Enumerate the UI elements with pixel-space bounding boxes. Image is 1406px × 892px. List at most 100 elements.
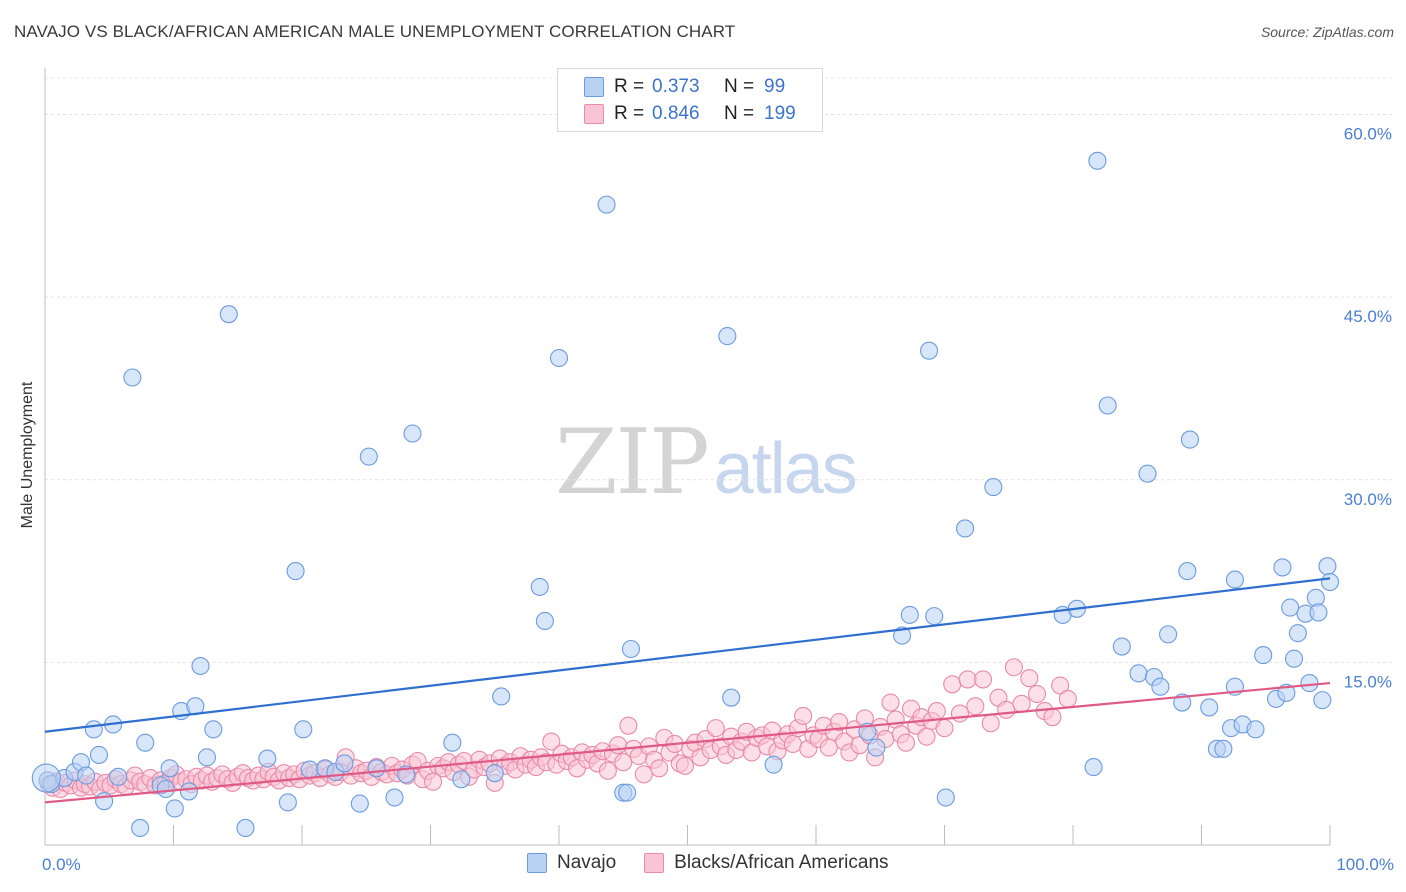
- black-data-point: [619, 716, 638, 735]
- black-data-point: [598, 761, 617, 780]
- source-label: Source: ZipAtlas.com: [1260, 24, 1394, 40]
- navajo-r-value: 0.373: [652, 76, 700, 97]
- black-data-point: [958, 670, 977, 689]
- black-r-value: 0.846: [652, 103, 700, 124]
- navajo-data-point: [179, 782, 198, 801]
- navajo-cluster-point: [31, 763, 61, 793]
- black-data-point: [650, 759, 669, 778]
- navajo-data-point: [984, 478, 1003, 497]
- navajo-data-point: [278, 793, 297, 812]
- black-data-point: [1020, 669, 1039, 688]
- navajo-data-point: [925, 607, 944, 626]
- navajo-data-point: [530, 577, 549, 596]
- navajo-data-point: [1254, 646, 1273, 665]
- navajo-data-point: [1200, 698, 1219, 717]
- navajo-data-point: [191, 656, 210, 676]
- navajo-data-point: [1300, 674, 1319, 693]
- navajo-data-point: [1173, 693, 1192, 712]
- correlation-legend: R = 0.373 N = 99 R = 0.846 N = 199: [557, 68, 823, 132]
- black-data-point: [675, 756, 694, 775]
- navajo-data-point: [1138, 464, 1157, 483]
- navajo-data-point: [1098, 396, 1117, 415]
- series-navajo-points: [31, 151, 1340, 838]
- black-data-point: [1004, 658, 1023, 677]
- navajo-data-point: [165, 799, 184, 818]
- navajo-data-point: [300, 760, 319, 779]
- navajo-data-point: [258, 749, 277, 768]
- navajo-data-point: [89, 745, 109, 764]
- navajo-data-point: [893, 626, 912, 645]
- black-data-point: [819, 738, 838, 757]
- black-data-point: [542, 732, 561, 751]
- black-r-label: R =: [614, 103, 645, 124]
- navajo-data-point: [1284, 649, 1304, 668]
- black-data-point: [783, 734, 802, 754]
- navajo-data-point: [197, 748, 216, 767]
- legend-item-black: Blacks/African Americans: [644, 852, 889, 874]
- zipatlas-watermark: ZIPatlas: [555, 410, 858, 515]
- navajo-data-point: [294, 720, 313, 739]
- y-tick-label: 30.0%: [1344, 490, 1392, 509]
- navajo-data-point: [1246, 720, 1265, 739]
- navajo-data-point: [1318, 557, 1337, 576]
- navajo-data-point: [131, 818, 150, 838]
- navajo-r-label: R =: [614, 76, 645, 97]
- black-data-point: [634, 765, 653, 784]
- legend-row-black: R = 0.846 N = 199: [584, 102, 796, 126]
- navajo-data-point: [597, 195, 616, 214]
- navajo-data-point: [109, 767, 128, 786]
- navajo-data-point: [443, 733, 462, 752]
- navajo-data-point: [1151, 677, 1170, 696]
- black-data-point: [1051, 676, 1070, 695]
- x-tick-label-start: 0.0%: [42, 855, 81, 874]
- legend-row-navajo: R = 0.373 N = 99: [584, 75, 785, 99]
- legend-navajo-swatch: [527, 853, 547, 873]
- navajo-data-point: [549, 348, 569, 368]
- watermark-atlas: atlas: [713, 429, 858, 509]
- navajo-data-point: [900, 605, 919, 624]
- navajo-data-point: [936, 788, 955, 807]
- navajo-data-point: [1084, 758, 1103, 777]
- black-data-point: [917, 727, 936, 746]
- black-data-point: [966, 697, 985, 716]
- navajo-data-point: [722, 688, 741, 707]
- navajo-data-point: [204, 720, 223, 739]
- navajo-swatch: [584, 77, 604, 97]
- navajo-data-point: [136, 733, 155, 752]
- navajo-data-point: [385, 788, 404, 807]
- navajo-data-point: [123, 368, 142, 387]
- navajo-data-point: [764, 755, 783, 774]
- navajo-data-point: [920, 341, 939, 360]
- trend-lines: [44, 577, 1331, 804]
- axes: [44, 68, 1331, 846]
- navajo-trend-line: [44, 577, 1331, 733]
- black-data-point: [1027, 684, 1047, 704]
- navajo-data-point: [621, 639, 641, 659]
- navajo-data-point: [77, 766, 96, 785]
- black-data-point: [973, 670, 993, 689]
- navajo-n-value: 99: [764, 76, 786, 97]
- navajo-data-point: [1281, 598, 1300, 617]
- black-data-point: [896, 733, 916, 752]
- navajo-data-point: [236, 818, 255, 838]
- chart-title: NAVAJO VS BLACK/AFRICAN AMERICAN MALE UN…: [14, 22, 736, 41]
- navajo-data-point: [1309, 603, 1328, 622]
- black-swatch: [584, 104, 604, 124]
- legend-item-navajo: Navajo: [527, 852, 616, 874]
- navajo-data-point: [867, 738, 886, 757]
- navajo-data-point: [403, 424, 422, 443]
- navajo-data-point: [1129, 664, 1148, 683]
- black-data-point: [609, 736, 628, 755]
- navajo-data-point: [95, 792, 114, 811]
- navajo-data-point: [1320, 572, 1340, 592]
- navajo-data-point: [286, 562, 305, 581]
- navajo-data-point: [1313, 691, 1332, 710]
- navajo-data-point: [335, 754, 354, 773]
- navajo-data-point: [535, 611, 554, 631]
- black-data-point: [950, 704, 969, 723]
- navajo-data-point: [1180, 430, 1199, 449]
- y-tick-label: 45.0%: [1344, 307, 1392, 326]
- navajo-data-point: [359, 447, 378, 466]
- series-legend: Navajo Blacks/African Americans: [527, 852, 917, 874]
- navajo-data-point: [1273, 558, 1292, 577]
